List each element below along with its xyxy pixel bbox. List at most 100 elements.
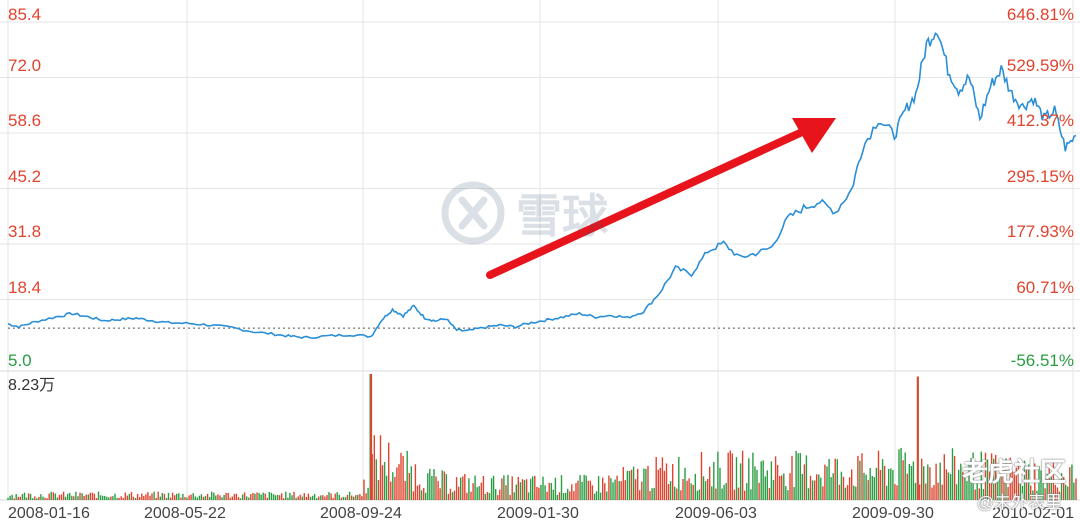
volume-bar — [886, 485, 888, 500]
volume-bar — [416, 485, 419, 500]
volume-bar — [717, 451, 719, 500]
volume-bar — [32, 498, 34, 500]
volume-bar — [1011, 471, 1013, 500]
volume-bar — [237, 497, 240, 500]
volume-bar — [132, 496, 135, 500]
volume-bar — [766, 470, 768, 500]
volume-bar — [492, 475, 495, 500]
volume-bar — [128, 494, 131, 500]
volume-bar — [793, 487, 795, 500]
volume-bar — [1060, 473, 1063, 500]
volume-bar — [21, 494, 24, 500]
volume-bar — [824, 464, 826, 500]
volume-bar — [1038, 466, 1040, 500]
volume-bar — [694, 473, 696, 500]
volume-bar — [898, 449, 900, 500]
volume-bar — [392, 472, 394, 500]
right-tick-label: 646.81% — [1006, 5, 1074, 24]
volume-bar — [739, 463, 742, 500]
volume-bar — [830, 477, 832, 500]
volume-bar — [902, 460, 904, 500]
volume-bar — [630, 469, 633, 500]
volume-bar — [534, 475, 536, 500]
volume-bar — [151, 493, 153, 500]
volume-bar — [900, 447, 902, 500]
volume-bar — [209, 496, 211, 500]
volume-bar — [58, 494, 61, 500]
volume-bar — [420, 490, 423, 500]
volume-bar — [357, 494, 359, 500]
volume-bar — [999, 475, 1001, 500]
volume-bar — [770, 461, 773, 500]
volume-bar — [73, 496, 75, 500]
volume-bar — [264, 493, 266, 500]
volume-bar — [1046, 473, 1048, 500]
volume-bar — [955, 484, 958, 500]
volume-bar — [1067, 486, 1069, 500]
volume-bar — [651, 488, 653, 500]
volume-bar — [748, 458, 750, 500]
volume-bar — [91, 492, 94, 500]
volume-bar — [453, 490, 456, 500]
volume-bar — [289, 492, 291, 500]
volume-bar — [560, 475, 563, 500]
volume-bar — [863, 472, 865, 500]
volume-bar — [550, 483, 552, 500]
volume-bar — [888, 468, 890, 500]
volume-bar — [536, 486, 538, 500]
volume-bar — [764, 476, 766, 500]
volume-bar — [680, 490, 682, 500]
volume-bar — [610, 478, 612, 500]
volume-bar — [497, 495, 499, 500]
volume-bar — [1065, 484, 1067, 500]
volume-bar — [801, 473, 803, 500]
volume-bar — [307, 493, 310, 500]
volume-bar — [986, 459, 989, 500]
volume-bar — [77, 496, 79, 500]
volume-bar — [871, 476, 873, 500]
volume-bar — [145, 494, 147, 500]
volume-bar — [744, 490, 746, 500]
volume-bar — [211, 491, 213, 500]
volume-bar — [1007, 486, 1009, 500]
volume-bar — [122, 497, 124, 500]
volume-bar — [838, 484, 841, 500]
volume-bar — [1050, 476, 1052, 500]
volume-bar — [966, 480, 968, 500]
volume-bar — [351, 495, 353, 500]
volume-bar — [692, 485, 694, 500]
volume-bar — [225, 492, 227, 500]
volume-bar — [754, 466, 756, 500]
volume-bar — [336, 492, 338, 500]
volume-bar — [756, 469, 758, 500]
volume-bar — [645, 468, 647, 500]
volume-bar — [429, 468, 431, 500]
volume-bar — [141, 493, 143, 500]
volume-bar — [29, 493, 32, 500]
volume-bar — [591, 485, 594, 500]
volume-bar — [993, 458, 995, 500]
volume-bar — [334, 493, 336, 500]
volume-bar — [567, 488, 569, 500]
volume-bar — [503, 475, 505, 500]
volume-bar — [320, 495, 322, 500]
volume-bar — [472, 483, 474, 500]
volume-bar — [1017, 463, 1020, 500]
right-tick-label: 529.59% — [1006, 55, 1074, 75]
volume-bar — [711, 486, 713, 500]
volume-bar — [822, 486, 824, 500]
volume-bar — [587, 480, 589, 500]
volume-bar — [513, 492, 515, 500]
volume-bar — [855, 486, 857, 500]
volume-bar — [925, 483, 927, 500]
volume-bar — [42, 496, 44, 500]
volume-bar — [639, 490, 641, 500]
volume-bar — [36, 498, 38, 500]
volume-bar — [1071, 464, 1073, 500]
volume-bar — [859, 460, 861, 500]
volume-bar — [363, 479, 365, 500]
volume-bar — [972, 452, 974, 500]
volume-bar — [25, 497, 28, 500]
xueqiu-logo-icon — [441, 181, 505, 245]
volume-bar — [669, 481, 672, 500]
